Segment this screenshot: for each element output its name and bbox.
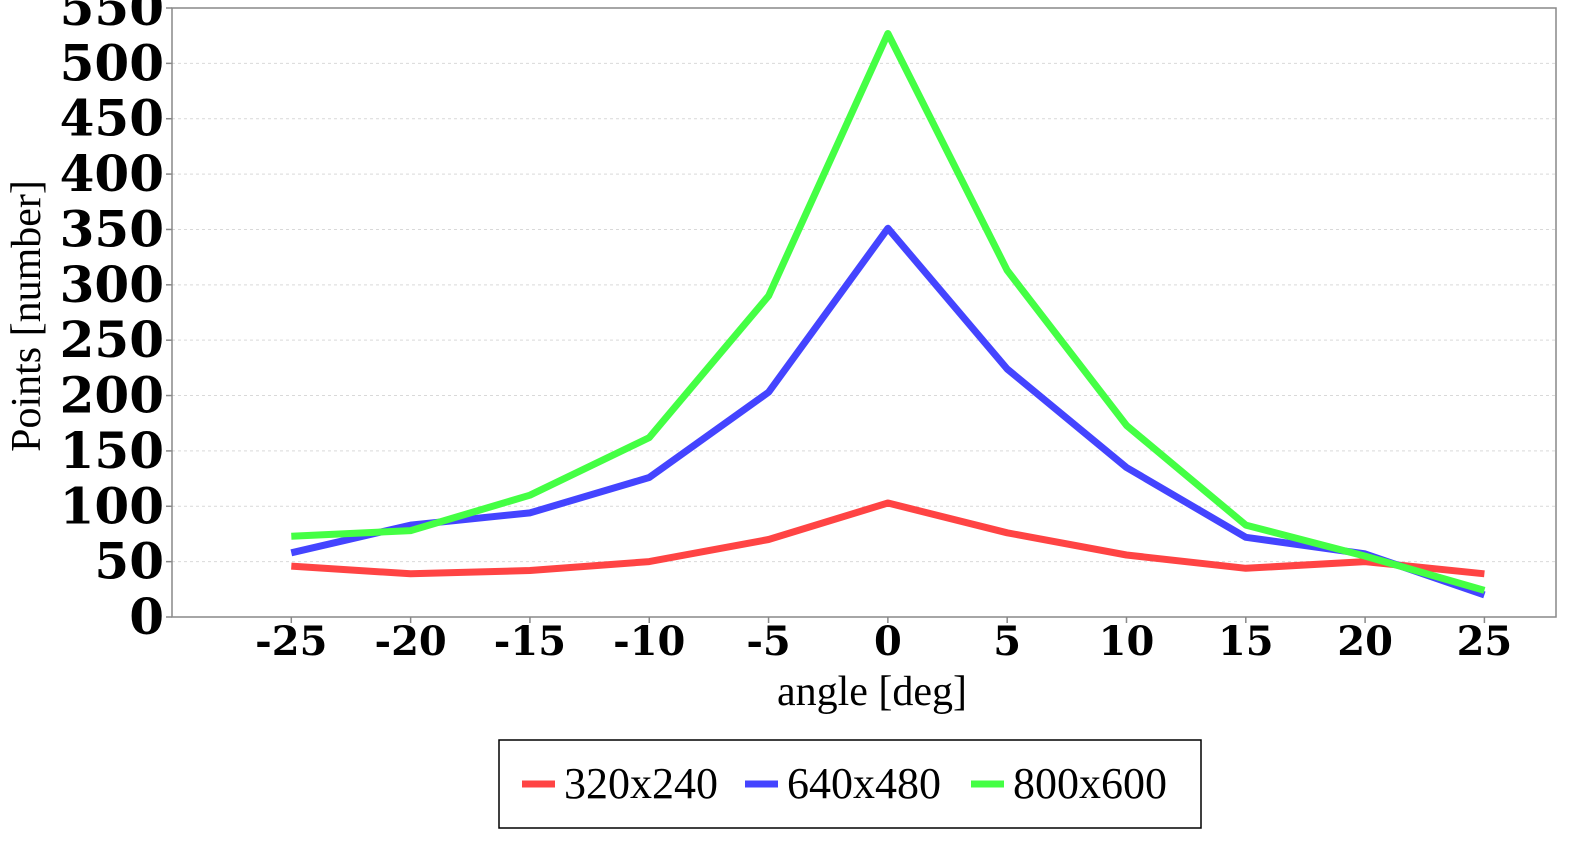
x-axis-label: angle [deg] [777,669,967,715]
legend: 320x240 640x480 800x600 [498,739,1202,829]
y-axis-label: Points [number] [4,180,50,452]
x-tick-label: 5 [993,618,1021,665]
legend-label-800x600: 800x600 [1013,759,1167,808]
x-tick-label: -15 [494,618,566,665]
y-tick-label: 0 [129,587,164,646]
legend-label-640x480: 640x480 [787,759,941,808]
y-tick-label: 300 [60,255,164,314]
series-line-320x240 [291,499,1485,578]
series-line-800x600 [291,30,1486,594]
x-tick-label: 20 [1337,618,1393,665]
y-tick-label: 50 [94,532,164,591]
x-tick-label: 0 [874,618,902,665]
legend-box [498,739,1202,829]
plot-area [171,7,1557,618]
x-tick-label: -10 [613,618,685,665]
y-tick-label: 550 [60,0,164,37]
y-tick-label: 250 [60,310,164,369]
y-tick-label: 200 [60,366,164,425]
x-tick-label: 10 [1099,618,1155,665]
y-tick-label: 150 [60,421,164,480]
y-tick-label: 400 [60,144,164,203]
x-axis-ticks: -25 -20 -15 -10 -5 0 5 10 15 20 25 [255,617,1512,665]
legend-label-320x240: 320x240 [564,759,718,808]
x-tick-label: -25 [255,618,327,665]
x-tick-label: 25 [1457,618,1513,665]
x-tick-label: 15 [1218,618,1274,665]
y-tick-label: 450 [60,89,164,148]
y-tick-label: 100 [60,476,164,535]
x-tick-label: -5 [746,618,790,665]
y-tick-label: 350 [60,199,164,258]
y-tick-label: 500 [60,33,164,92]
x-tick-label: -20 [374,618,446,665]
series-line-640x480 [290,224,1486,599]
series-layer [290,30,1486,599]
